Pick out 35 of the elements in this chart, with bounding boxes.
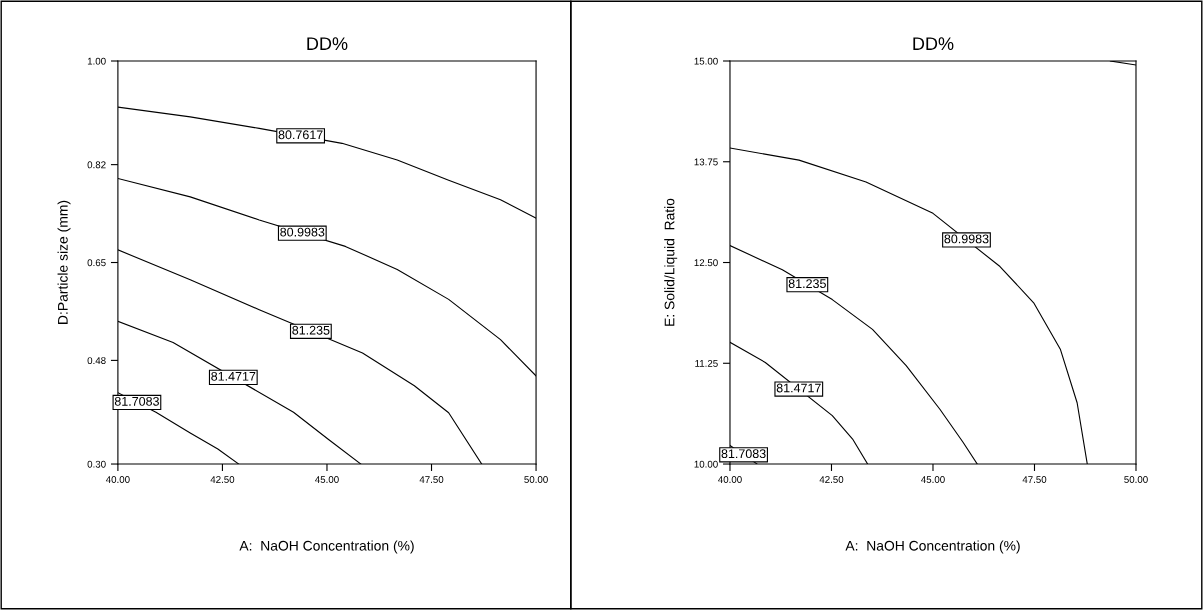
- x-tick-label: 50.00: [524, 476, 548, 483]
- y-tick-label: 15.00: [694, 57, 718, 65]
- x-tick-label: 45.00: [921, 476, 945, 483]
- y-tick-label: 0.30: [87, 460, 106, 468]
- x-tick-label: 47.50: [419, 476, 444, 483]
- x-tick-label: 42.50: [210, 476, 235, 483]
- y-tick-label: 0.82: [87, 161, 106, 169]
- x-tick-label: 40.00: [718, 476, 742, 483]
- series-label: 81.4717: [776, 383, 821, 393]
- y-axis-title: D:Particle size (mm): [57, 200, 71, 324]
- y-tick-label: 11.25: [695, 360, 718, 367]
- series-label: 81.4717: [211, 371, 256, 381]
- series-label: 81.7083: [114, 396, 159, 406]
- series-label: 81.235: [788, 279, 826, 289]
- x-axis-title: A: NaOH Concentration (%): [845, 540, 1020, 554]
- x-tick-label: 47.50: [1022, 476, 1047, 483]
- y-tick-label: 13.75: [694, 158, 718, 166]
- y-tick-label: 0.48: [87, 357, 106, 365]
- series-label: 80.9983: [944, 234, 989, 244]
- x-tick-label: 42.50: [819, 476, 844, 483]
- series-label: 81.235: [292, 325, 330, 335]
- chart-title: DD%: [307, 37, 348, 50]
- y-tick-label: 12.50: [694, 259, 718, 267]
- chart-title: DD%: [913, 37, 954, 50]
- x-tick-label: 40.00: [105, 476, 130, 483]
- y-tick-label: 1.00: [87, 57, 106, 65]
- series-label: 80.7617: [278, 130, 323, 140]
- y-axis-title: E: Solid/Liquid Ratio: [664, 198, 678, 326]
- series-label: 80.9983: [280, 227, 325, 237]
- x-tick-label: 50.00: [1124, 476, 1148, 483]
- x-axis-title: A: NaOH Concentration (%): [239, 540, 414, 554]
- series-label: 81.7083: [721, 449, 766, 459]
- y-tick-label: 0.65: [87, 259, 106, 267]
- y-tick-label: 10.00: [694, 460, 718, 468]
- x-tick-label: 45.00: [315, 476, 339, 483]
